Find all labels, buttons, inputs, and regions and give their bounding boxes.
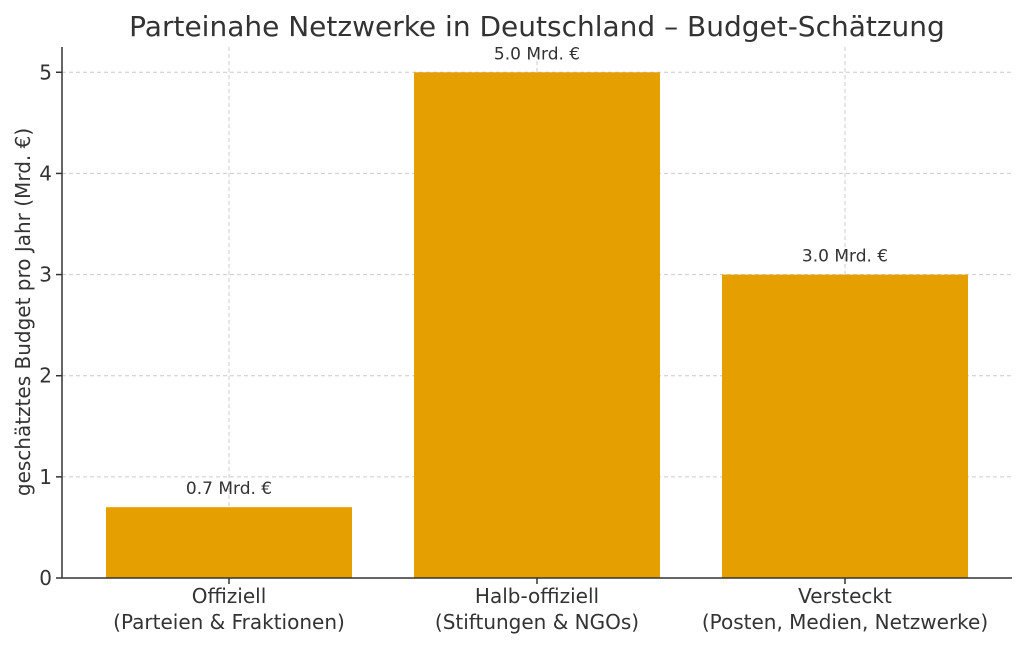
x-tick-label: Halb-offiziell — [475, 584, 599, 608]
y-tick-label: 1 — [39, 465, 52, 489]
chart-title: Parteinahe Netzwerke in Deutschland – Bu… — [129, 10, 945, 43]
bar — [106, 507, 352, 578]
y-tick-label: 4 — [39, 161, 52, 185]
x-tick-label: Offiziell — [192, 584, 267, 608]
x-tick-label: (Stiftungen & NGOs) — [435, 610, 639, 634]
bars — [106, 72, 968, 579]
data-label: 0.7 Mrd. € — [186, 479, 272, 499]
bar — [414, 72, 660, 579]
data-labels: 0.7 Mrd. € 5.0 Mrd. € 3.0 Mrd. € — [186, 44, 888, 499]
y-axis-label: geschätztes Budget pro Jahr (Mrd. €) — [11, 128, 35, 496]
y-tick-label: 3 — [39, 263, 52, 287]
data-label: 5.0 Mrd. € — [494, 44, 580, 64]
x-tick-label: Versteckt — [798, 584, 892, 608]
y-tick-label: 5 — [39, 60, 52, 84]
data-label: 3.0 Mrd. € — [802, 247, 888, 267]
y-tick-label: 0 — [39, 566, 52, 590]
bar — [722, 274, 968, 578]
axes: 0 1 2 3 4 5 Offiziell(Parteien & Fraktionen) Ha… — [39, 47, 1012, 634]
x-tick-label: (Parteien & Fraktionen) — [113, 610, 345, 634]
x-tick-label: (Posten, Medien, Netzwerke) — [702, 610, 988, 634]
y-tick-label: 2 — [39, 364, 52, 388]
